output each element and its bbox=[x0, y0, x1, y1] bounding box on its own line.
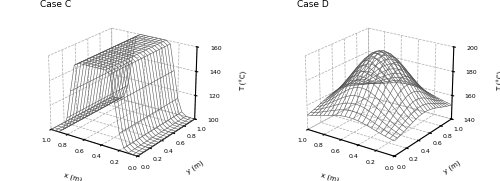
X-axis label: x (m): x (m) bbox=[63, 172, 82, 181]
X-axis label: x (m): x (m) bbox=[320, 172, 340, 181]
Y-axis label: y (m): y (m) bbox=[442, 160, 462, 175]
Y-axis label: y (m): y (m) bbox=[186, 160, 205, 175]
Text: Case C: Case C bbox=[40, 0, 72, 9]
Text: Case D: Case D bbox=[297, 0, 328, 9]
